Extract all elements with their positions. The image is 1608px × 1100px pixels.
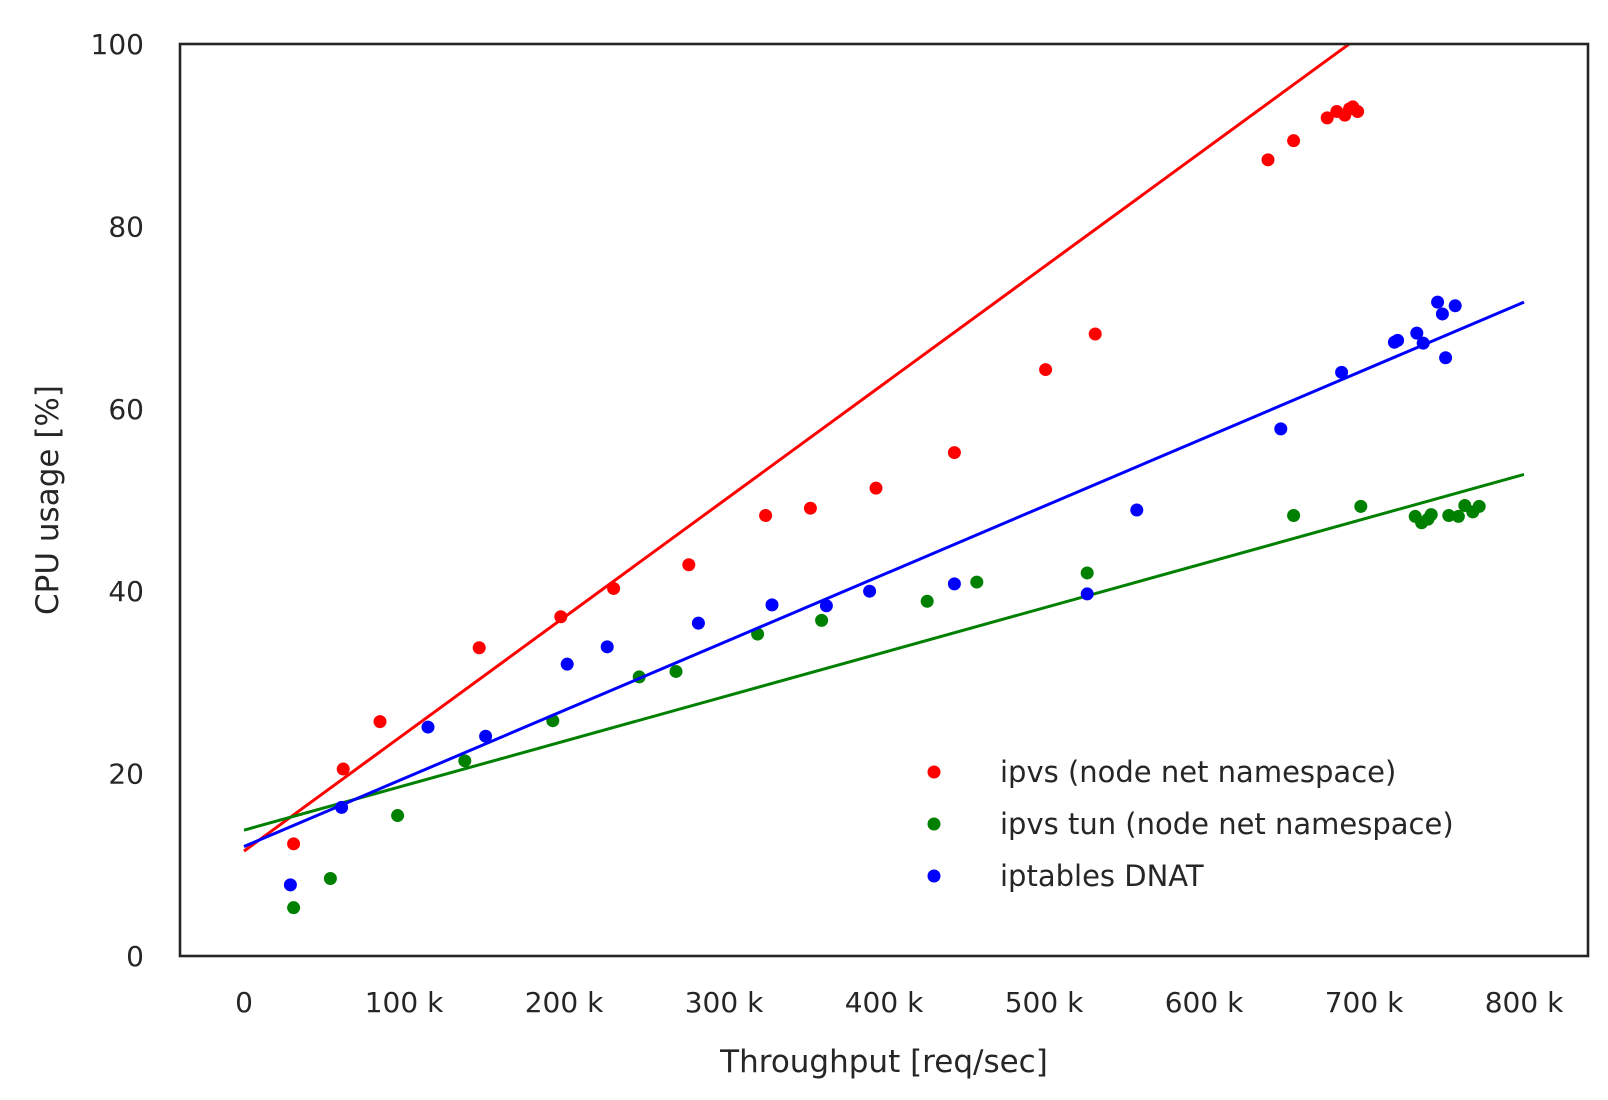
data-point	[287, 901, 301, 915]
fit-line-ipvs-node-net-namespace	[243, 44, 1352, 853]
y-tick-label: 0	[126, 940, 144, 973]
data-point	[1451, 509, 1465, 523]
data-point	[1335, 365, 1349, 379]
data-point	[691, 616, 705, 630]
x-tick-label: 200 k	[525, 986, 604, 1019]
legend-marker	[927, 765, 941, 779]
data-point	[1416, 336, 1430, 350]
plot-frame	[178, 42, 1590, 958]
data-point	[765, 598, 779, 612]
data-point	[869, 481, 883, 495]
fit-line-ipvs-tun-node-net-namespace	[243, 473, 1525, 832]
data-point	[920, 594, 934, 608]
data-point	[1448, 299, 1462, 313]
data-point	[1080, 566, 1094, 580]
legend-marker	[927, 817, 941, 831]
x-tick-label: 400 k	[845, 986, 924, 1019]
data-point	[323, 871, 337, 885]
y-axis: 0 20 40 60 80 100	[91, 28, 144, 973]
data-point	[391, 809, 405, 823]
data-point	[1320, 111, 1334, 125]
data-point	[1354, 499, 1368, 513]
legend-item: ipvs (node net namespace)	[927, 755, 1396, 789]
data-point	[373, 715, 387, 729]
data-point	[1472, 499, 1486, 513]
x-tick-label: 600 k	[1165, 986, 1244, 1019]
series-ipvs-node-net-namespace	[243, 44, 1365, 853]
x-tick-label: 800 k	[1485, 986, 1564, 1019]
data-point	[283, 878, 297, 892]
legend-item: ipvs tun (node net namespace)	[927, 807, 1454, 841]
data-point	[600, 640, 614, 654]
data-point	[947, 446, 961, 460]
data-point	[1391, 333, 1405, 347]
x-tick-label: 100 k	[365, 986, 444, 1019]
data-point	[669, 664, 683, 678]
data-point	[947, 577, 961, 591]
data-point	[607, 581, 621, 595]
x-tick-label: 0	[235, 986, 253, 1019]
data-point	[803, 501, 817, 515]
x-tick-label: 500 k	[1005, 986, 1084, 1019]
data-point	[479, 729, 493, 743]
data-point	[1439, 351, 1453, 365]
y-axis-title: CPU usage [%]	[30, 385, 66, 615]
data-point	[335, 800, 349, 814]
data-point	[1435, 307, 1449, 321]
legend: ipvs (node net namespace) ipvs tun (node …	[927, 755, 1454, 893]
y-tick-label: 100	[91, 28, 144, 61]
data-point	[1351, 104, 1365, 118]
data-point	[863, 584, 877, 598]
y-tick-label: 60	[108, 393, 144, 426]
data-point	[1287, 134, 1301, 148]
y-tick-label: 40	[108, 575, 144, 608]
x-tick-label: 300 k	[685, 986, 764, 1019]
data-point	[1431, 295, 1445, 309]
data-point	[819, 599, 833, 613]
data-point	[1424, 508, 1438, 522]
legend-marker	[927, 869, 941, 883]
fit-line-iptables-dnat	[243, 300, 1525, 848]
x-axis-title: Throughput [req/sec]	[719, 1044, 1048, 1080]
legend-label: iptables DNAT	[1000, 859, 1204, 893]
data-point	[560, 657, 574, 671]
x-tick-label: 700 k	[1325, 986, 1404, 1019]
data-point	[815, 613, 829, 627]
legend-label: ipvs (node net namespace)	[1000, 755, 1396, 789]
data-point	[287, 837, 301, 851]
data-point	[1080, 587, 1094, 601]
data-point	[1261, 153, 1275, 167]
y-tick-label: 80	[108, 210, 144, 243]
data-point	[1088, 327, 1102, 341]
series-iptables-dnat	[243, 295, 1525, 892]
data-point	[970, 575, 984, 589]
data-point	[759, 509, 773, 523]
data-point	[554, 610, 568, 624]
x-axis: 0 100 k 200 k 300 k 400 k 500 k 600 k 700 k 800 …	[235, 986, 1564, 1019]
y-tick-label: 20	[108, 758, 144, 791]
data-point	[458, 754, 472, 768]
data-point	[1274, 422, 1288, 436]
data-point	[1410, 326, 1424, 340]
series-ipvs-tun-node-net-namespace	[243, 473, 1525, 915]
data-point	[682, 558, 696, 572]
data-point	[1287, 509, 1301, 523]
data-point	[1039, 363, 1053, 377]
data-point	[336, 762, 350, 776]
legend-label: ipvs tun (node net namespace)	[1000, 807, 1454, 841]
data-point	[472, 641, 486, 655]
data-point	[1442, 509, 1456, 523]
legend-item: iptables DNAT	[927, 859, 1204, 893]
data-point	[1130, 503, 1144, 517]
data-point	[421, 720, 435, 734]
